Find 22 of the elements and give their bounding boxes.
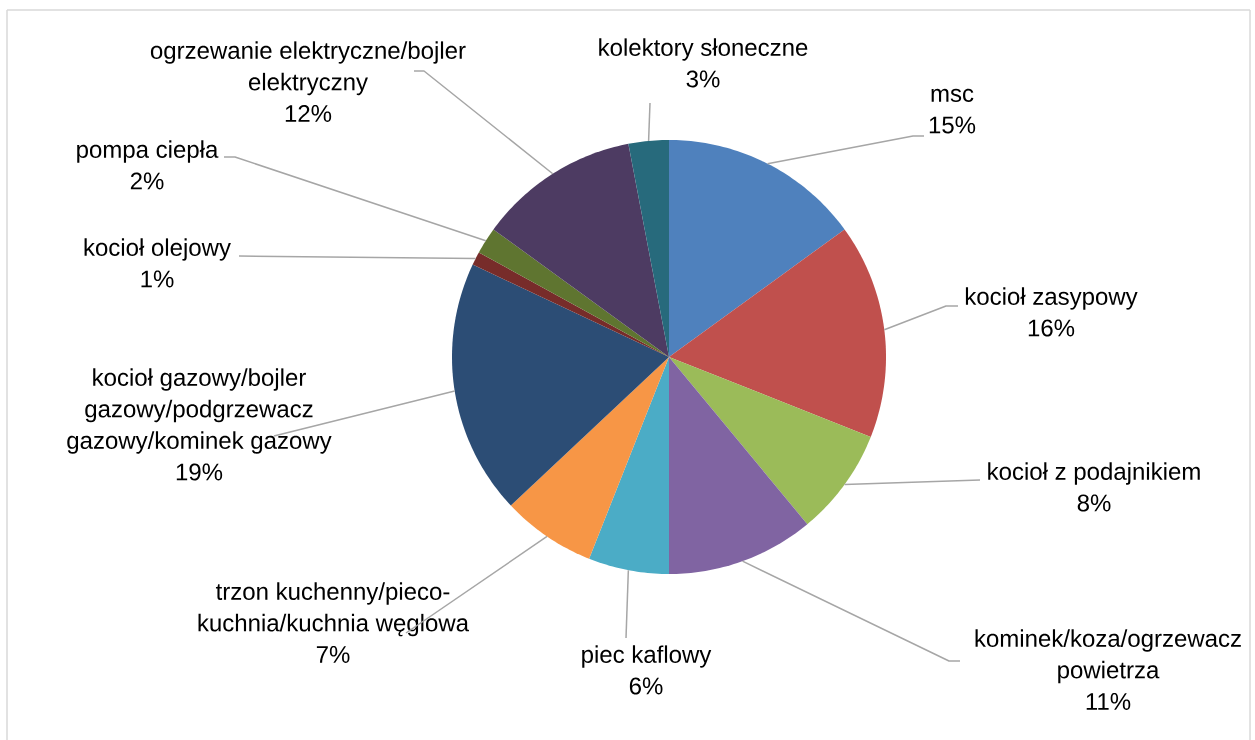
data-label: 16% xyxy=(1028,319,1075,337)
data-label: 3% xyxy=(686,70,720,88)
slice-label: pompa ciepła xyxy=(77,140,219,163)
data-label: 6% xyxy=(629,677,663,695)
slice-label: kocioł z podajnikiem xyxy=(988,462,1200,485)
data-label: 7% xyxy=(316,646,350,663)
slice-label: kocioł olejowy xyxy=(84,238,231,261)
slice-label: trzon kuchenny/pieco-kuchnia/kuchnia węglowa xyxy=(198,582,470,637)
slice-label: kolektory słoneczne xyxy=(599,38,808,61)
slice-label: msc xyxy=(931,88,974,102)
slice-label: piec kaflowy xyxy=(582,645,712,668)
data-label: 15% xyxy=(929,116,976,134)
data-label: 1% xyxy=(141,270,174,288)
slice-label: kocioł gazowy/bojler gazowy/podgrzewacz gazowy/kominek gazowy xyxy=(67,368,332,454)
slice-label: kocioł zasypowy xyxy=(965,287,1138,310)
data-label: 12% xyxy=(285,105,332,122)
data-label: 2% xyxy=(130,172,164,190)
slice-label: kominek/koza/ogrzewacz powietrza xyxy=(975,629,1241,684)
data-label: 19% xyxy=(176,463,223,481)
data-label: 8% xyxy=(1077,494,1111,512)
slice-label: ogrzewanie elektryczne/bojler elektryczny xyxy=(150,41,466,96)
data-label: 11% xyxy=(1086,693,1131,710)
